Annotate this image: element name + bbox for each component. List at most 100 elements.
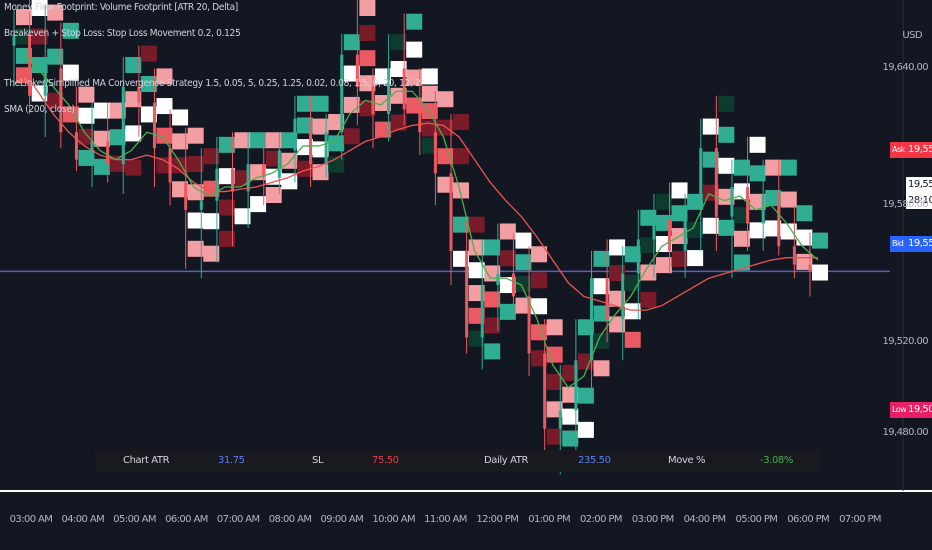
footprint-cell: [359, 50, 376, 67]
footprint-candle: [246, 132, 267, 229]
x-tick-label[interactable]: 05:00 AM: [113, 514, 156, 525]
price-tag-label: Bid: [890, 236, 906, 252]
footprint-cell: [296, 95, 313, 112]
footprint-cell: [234, 132, 251, 149]
candle-body: [699, 148, 703, 210]
x-tick-label[interactable]: 04:00 AM: [61, 514, 105, 525]
footprint-cell: [515, 297, 532, 314]
footprint-cell: [234, 170, 251, 187]
footprint-cell: [796, 229, 813, 246]
candle-body: [714, 148, 718, 217]
x-tick-label[interactable]: 07:00 PM: [839, 514, 881, 525]
footprint-cell: [47, 4, 64, 21]
footprint-cell: [437, 91, 454, 108]
footprint-cell: [125, 57, 142, 74]
y-tick-label[interactable]: 19,520.00: [882, 336, 929, 348]
x-tick-label[interactable]: 12:00 PM: [476, 514, 519, 525]
legend-line-breakeven[interactable]: Breakeven + Stop Loss: Stop Loss Movemen…: [4, 28, 241, 39]
candle-body: [465, 250, 469, 338]
footprint-cell: [780, 159, 797, 176]
footprint-cell: [343, 128, 360, 145]
footprint-cell: [593, 305, 610, 322]
footprint-cell: [437, 176, 454, 193]
footprint-candle: [184, 127, 204, 270]
footprint-cell: [624, 303, 641, 320]
footprint-cell: [593, 332, 610, 349]
footprint-cell: [624, 331, 641, 348]
footprint-cell: [78, 149, 95, 166]
price-tag-value: 28:10: [906, 193, 932, 209]
legend-line-strategy[interactable]: TheLinker/Simplified MA Convergence Stra…: [4, 78, 421, 89]
info-table-label: Daily ATR: [484, 455, 529, 466]
x-tick-label[interactable]: 06:00 AM: [165, 514, 208, 525]
footprint-cell: [390, 34, 407, 51]
footprint-cell: [718, 219, 735, 236]
footprint-cell: [390, 61, 407, 77]
footprint-cell: [609, 239, 626, 256]
footprint-cell: [31, 57, 48, 74]
footprint-cell: [733, 230, 750, 247]
candle-body: [527, 296, 531, 354]
footprint-cell: [437, 148, 454, 165]
footprint-candle: [324, 114, 345, 178]
candle-body: [121, 86, 125, 165]
footprint-cell: [749, 136, 766, 153]
footprint-cell: [156, 157, 173, 174]
x-tick-label[interactable]: 03:00 PM: [631, 514, 674, 525]
footprint-candle: [683, 193, 704, 279]
footprint-cell: [312, 95, 329, 112]
footprint-cell: [47, 48, 64, 65]
x-tick-label[interactable]: 09:00 AM: [320, 514, 364, 525]
footprint-cell: [281, 132, 298, 149]
footprint-cell: [218, 230, 235, 247]
currency-label[interactable]: USD: [902, 30, 922, 41]
footprint-candle: [652, 193, 672, 279]
footprint-cell: [406, 41, 423, 58]
legend-line-footprint[interactable]: Money Flow Footprint: Volume Footprint […: [4, 2, 239, 13]
footprint-cell: [749, 222, 766, 239]
footprint-cell: [218, 136, 235, 153]
x-tick-label[interactable]: 10:00 AM: [372, 514, 416, 525]
footprint-candle: [137, 45, 157, 137]
footprint-candle: [433, 91, 454, 206]
footprint-cell: [687, 193, 704, 210]
candle-body: [621, 273, 625, 320]
x-tick-label[interactable]: 11:00 AM: [424, 514, 467, 525]
footprint-cell: [172, 133, 189, 150]
footprint-cell: [312, 118, 329, 135]
footprint-cell: [125, 159, 142, 176]
candle-body: [777, 193, 781, 247]
candle-body: [215, 168, 219, 201]
x-tick-label[interactable]: 06:00 PM: [787, 514, 830, 525]
footprint-candle: [636, 209, 657, 320]
footprint-candle: [262, 132, 282, 206]
x-tick-label[interactable]: 05:00 PM: [735, 514, 778, 525]
x-tick-label[interactable]: 04:00 PM: [683, 514, 726, 525]
x-tick-label[interactable]: 02:00 PM: [580, 514, 622, 525]
y-tick-label[interactable]: 19,580.00: [882, 199, 929, 211]
x-tick-label[interactable]: 03:00 AM: [9, 514, 53, 525]
candle-body: [652, 218, 656, 240]
candle-body: [496, 273, 500, 286]
x-tick-label[interactable]: 08:00 AM: [268, 514, 312, 525]
footprint-cell: [94, 158, 111, 175]
footprint-candle: [589, 250, 610, 388]
footprint-cell: [94, 130, 111, 147]
footprint-candle: [12, 9, 32, 87]
footprint-cell: [406, 13, 423, 30]
info-table-value: -3.08%: [760, 455, 793, 466]
x-tick-label[interactable]: 07:00 AM: [216, 514, 260, 525]
legend-line-sma[interactable]: SMA (200, close): [4, 104, 75, 115]
footprint-cell: [562, 386, 579, 403]
footprint-cell: [78, 128, 95, 145]
footprint-cell: [296, 160, 313, 177]
footprint-cell: [609, 316, 626, 333]
footprint-candle: [402, 13, 423, 126]
y-tick-label[interactable]: 19,480.00: [882, 427, 929, 439]
footprint-cell: [172, 109, 189, 126]
footprint-candle: [293, 95, 313, 183]
y-tick-label[interactable]: 19,640.00: [882, 62, 929, 74]
x-tick-label[interactable]: 01:00 PM: [528, 514, 571, 525]
candle-body: [418, 109, 422, 133]
footprint-cell: [453, 216, 470, 233]
